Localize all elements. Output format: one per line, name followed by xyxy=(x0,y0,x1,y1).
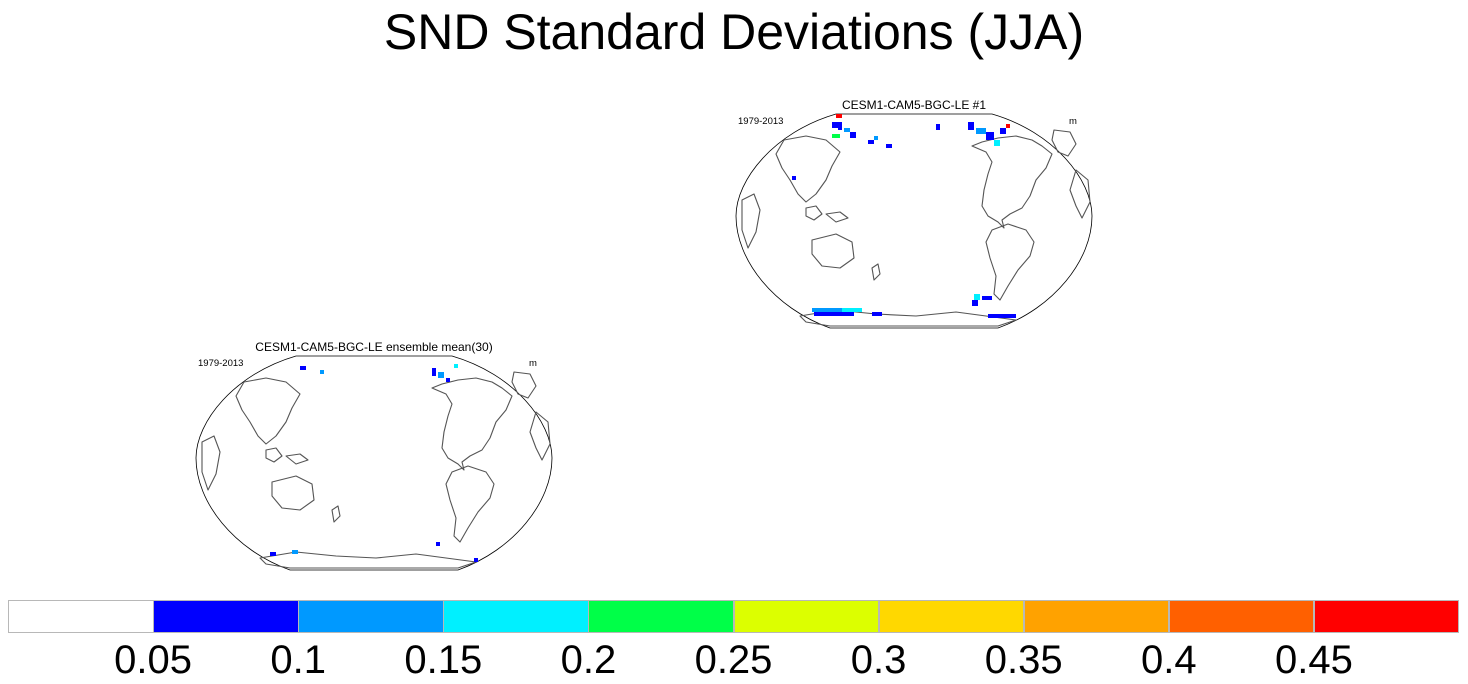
page-title: SND Standard Deviations (JJA) xyxy=(383,4,1085,60)
map-ensmean xyxy=(195,355,553,571)
colorbar-box xyxy=(733,600,880,633)
snow-depth-cell xyxy=(792,176,796,180)
coastline xyxy=(259,551,477,569)
snow-depth-cell xyxy=(446,378,450,382)
snow-depth-cell xyxy=(436,542,440,546)
colorbar-box xyxy=(443,600,589,633)
snow-depth-cell xyxy=(872,312,882,316)
snow-depth-cell xyxy=(968,122,974,130)
snow-depth-cell xyxy=(994,140,1000,146)
coastline xyxy=(235,377,301,445)
snow-depth-cell xyxy=(814,312,854,316)
snow-depth-cell xyxy=(836,114,842,118)
coastline xyxy=(201,435,221,491)
colorbar-box xyxy=(588,600,734,633)
snow-depth-cell xyxy=(438,372,444,378)
snow-depth-cell xyxy=(1000,128,1006,134)
panel-units-member1: m xyxy=(1069,116,1077,127)
panel-title-member1: CESM1-CAM5-BGC-LE #1 xyxy=(841,98,987,112)
snow-depth-cell xyxy=(972,300,978,306)
colorbar-tick-label: 0.35 xyxy=(984,638,1063,682)
snow-depth-cell xyxy=(974,294,980,300)
colorbar-box xyxy=(1023,600,1170,633)
coastline xyxy=(811,233,855,269)
panel-period-member1: 1979-2013 xyxy=(738,116,784,127)
colorbar-tick-label: 0.45 xyxy=(1274,638,1353,682)
snow-depth-cell xyxy=(300,366,306,370)
snow-depth-cell xyxy=(976,128,986,134)
coastline xyxy=(331,505,341,523)
coastline xyxy=(971,135,1053,229)
colorbar-tick-label: 0.4 xyxy=(1140,638,1197,682)
colorbar-box xyxy=(878,600,1025,633)
snow-depth-cell xyxy=(982,296,992,300)
colorbar-tick-label: 0.2 xyxy=(560,638,617,682)
coastline xyxy=(265,447,283,463)
coastline xyxy=(775,135,841,203)
snow-depth-cell xyxy=(432,368,436,376)
snow-depth-cell xyxy=(1006,124,1010,128)
snow-depth-cell xyxy=(874,136,878,140)
snow-depth-cell xyxy=(832,134,840,138)
colorbar-box xyxy=(298,600,444,633)
snow-depth-cell xyxy=(454,364,458,368)
coastline xyxy=(871,263,881,281)
coastline xyxy=(445,465,495,543)
snow-depth-cell xyxy=(936,124,940,130)
snow-depth-cell xyxy=(474,558,478,562)
snow-depth-cell xyxy=(812,308,842,312)
colorbar-tick-label: 0.05 xyxy=(114,638,193,682)
snow-depth-cell xyxy=(886,144,892,148)
snow-depth-cell xyxy=(838,122,842,130)
map-boundary xyxy=(735,113,1093,329)
coastline xyxy=(271,475,315,511)
snow-depth-cell xyxy=(988,314,1016,318)
coastline xyxy=(805,205,823,221)
colorbar-tick-label: 0.3 xyxy=(850,638,907,682)
snow-depth-cell xyxy=(986,132,994,140)
colorbar-box xyxy=(1168,600,1315,633)
snow-depth-cell xyxy=(320,370,324,374)
map-member1 xyxy=(735,113,1093,329)
snow-depth-cell xyxy=(270,552,276,556)
snow-depth-cell xyxy=(844,128,850,132)
coastline xyxy=(511,371,537,399)
snow-depth-cell xyxy=(292,550,298,554)
coastline xyxy=(431,377,513,471)
coastline xyxy=(529,411,551,461)
colorbar-tick-label: 0.25 xyxy=(694,638,773,682)
colorbar-tick-label: 0.1 xyxy=(270,638,326,682)
colorbar-tick-label: 0.15 xyxy=(404,638,483,682)
colorbar-box xyxy=(153,600,299,633)
map-boundary xyxy=(195,355,553,571)
panel-period-ensmean: 1979-2013 xyxy=(198,358,244,369)
snow-depth-cell xyxy=(850,132,856,138)
coastline xyxy=(741,193,761,249)
snow-depth-cell xyxy=(842,308,862,312)
snow-depth-cell xyxy=(832,122,838,128)
colorbar xyxy=(8,600,1460,633)
coastline xyxy=(985,223,1035,301)
panel-title-ensmean: CESM1-CAM5-BGC-LE ensemble mean(30) xyxy=(255,340,493,354)
panel-units-ensmean: m xyxy=(529,358,537,369)
coastline xyxy=(1051,129,1077,157)
colorbar-box xyxy=(1313,600,1460,633)
snow-depth-cell xyxy=(868,140,874,144)
coastline xyxy=(825,211,849,223)
coastline xyxy=(285,453,309,465)
colorbar-box xyxy=(8,600,154,633)
coastline xyxy=(799,309,1017,327)
coastline xyxy=(1069,169,1091,219)
